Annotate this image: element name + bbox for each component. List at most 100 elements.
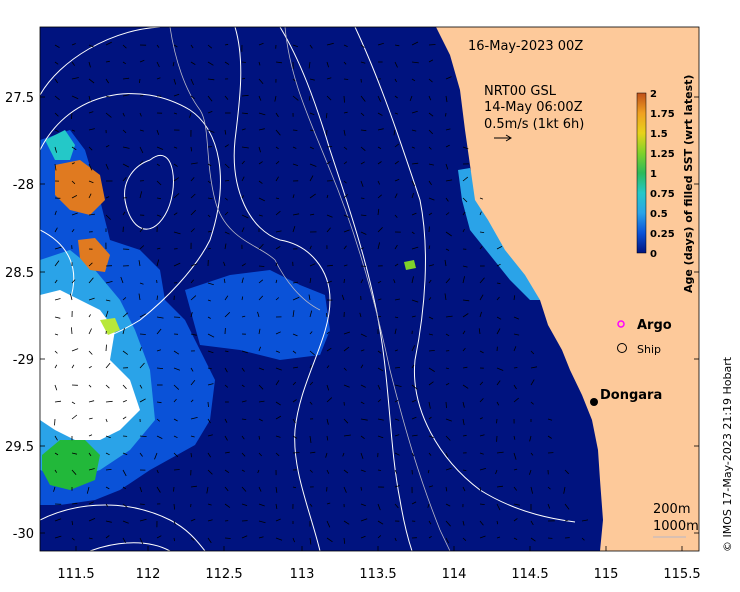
current-arrow xyxy=(411,212,417,216)
current-arrow xyxy=(190,435,195,438)
current-arrow xyxy=(71,520,74,526)
current-arrow xyxy=(54,418,56,426)
current-arrow xyxy=(224,418,228,423)
current-arrow xyxy=(343,418,349,424)
current-arrow xyxy=(54,364,58,369)
current-arrow xyxy=(88,400,95,403)
current-arrow xyxy=(105,469,112,471)
current-arrow xyxy=(54,227,58,233)
current-arrow xyxy=(360,469,366,472)
land xyxy=(436,27,699,551)
current-arrow xyxy=(428,297,432,301)
current-arrow xyxy=(122,520,129,524)
current-arrow xyxy=(224,197,228,201)
current-arrow xyxy=(139,347,142,352)
current-arrow xyxy=(360,197,365,199)
current-arrow xyxy=(105,163,109,170)
current-arrow xyxy=(326,537,333,543)
current-arrow xyxy=(207,418,211,424)
x-tick: 113.5 xyxy=(359,567,396,582)
current-arrow xyxy=(138,260,141,267)
current-arrow xyxy=(241,214,249,219)
current-arrow xyxy=(241,94,249,97)
current-arrow xyxy=(224,163,230,169)
current-arrow xyxy=(394,469,398,474)
current-arrow xyxy=(258,214,263,217)
current-arrow xyxy=(156,180,162,186)
current-arrow xyxy=(241,384,245,388)
current-arrow xyxy=(360,333,367,338)
current-arrow xyxy=(258,42,264,46)
current-arrow xyxy=(309,331,313,335)
current-arrow xyxy=(393,279,396,284)
current-arrow xyxy=(428,452,432,456)
current-arrow xyxy=(309,381,314,386)
current-arrow xyxy=(156,401,162,404)
current-arrow xyxy=(445,112,447,117)
current-arrow xyxy=(394,485,400,488)
current-arrow xyxy=(292,194,295,199)
current-arrow xyxy=(343,264,348,267)
current-arrow xyxy=(411,41,419,46)
current-arrow xyxy=(258,78,264,85)
current-arrow xyxy=(513,518,518,522)
current-arrow xyxy=(292,486,296,489)
current-arrow xyxy=(207,78,215,81)
current-arrow xyxy=(377,242,380,250)
current-arrow xyxy=(105,486,110,490)
current-arrow xyxy=(428,163,434,166)
current-arrow xyxy=(547,435,552,439)
current-arrow xyxy=(173,384,180,390)
current-arrow xyxy=(54,298,61,301)
current-arrow xyxy=(343,44,348,47)
current-arrow xyxy=(292,129,298,131)
current-arrow xyxy=(71,43,76,46)
current-arrow xyxy=(190,209,196,216)
current-arrow xyxy=(105,435,111,439)
current-arrow xyxy=(105,520,112,523)
current-arrow xyxy=(326,61,329,68)
current-arrow xyxy=(444,259,447,267)
current-arrow xyxy=(479,486,481,492)
current-arrow xyxy=(190,263,198,267)
current-arrow xyxy=(122,297,127,301)
current-arrow xyxy=(275,486,278,493)
current-arrow xyxy=(462,197,468,203)
current-arrow xyxy=(530,401,534,405)
current-arrow xyxy=(394,61,398,68)
current-arrow xyxy=(258,486,262,492)
current-arrow xyxy=(377,95,382,102)
current-arrow xyxy=(156,486,161,493)
current-arrow xyxy=(139,452,143,457)
current-arrow xyxy=(71,146,77,151)
current-arrow xyxy=(275,350,280,353)
current-arrow xyxy=(428,279,432,284)
current-arrow xyxy=(139,112,142,117)
current-arrow xyxy=(173,78,177,85)
current-arrow xyxy=(445,163,449,170)
current-arrow xyxy=(173,435,178,439)
x-tick: 115 xyxy=(594,567,619,582)
current-arrow xyxy=(88,518,96,522)
current-arrow xyxy=(326,194,329,199)
current-arrow xyxy=(156,367,164,369)
current-arrow xyxy=(462,211,466,216)
current-arrow xyxy=(529,469,532,475)
current-arrow xyxy=(394,95,398,99)
current-arrow xyxy=(479,211,482,216)
current-arrow xyxy=(241,452,246,457)
current-arrow xyxy=(462,347,466,352)
current-arrow xyxy=(54,400,62,403)
x-tick: 114.5 xyxy=(511,567,548,582)
current-arrow xyxy=(496,520,499,525)
current-arrow xyxy=(479,197,484,200)
current-arrow xyxy=(479,468,487,471)
y-tick: 29.5 xyxy=(5,440,34,455)
current-arrow xyxy=(325,112,328,119)
current-arrow xyxy=(54,452,59,456)
current-arrow xyxy=(207,519,213,522)
current-arrow xyxy=(54,78,59,84)
current-arrow xyxy=(479,535,486,539)
current-arrow xyxy=(462,276,465,284)
current-arrow xyxy=(139,160,144,165)
